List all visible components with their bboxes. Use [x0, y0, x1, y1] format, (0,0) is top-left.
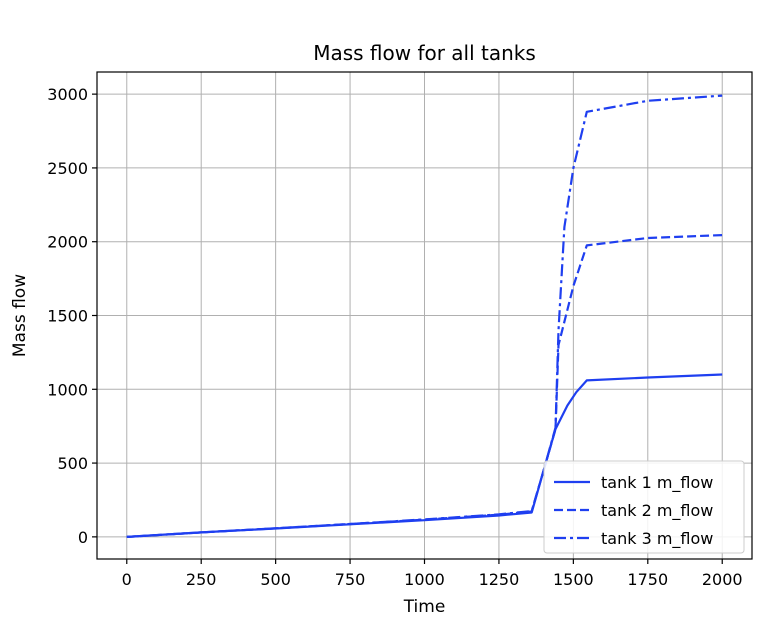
legend-box: [543, 460, 745, 554]
y-tick-label: 500: [57, 454, 88, 473]
y-tick-label: 3000: [47, 85, 88, 104]
x-tick-label: 500: [260, 570, 291, 589]
y-tick-label: 1500: [47, 307, 88, 326]
x-tick-label: 1500: [553, 570, 594, 589]
y-tick-label: 2500: [47, 159, 88, 178]
x-tick-label: 2000: [702, 570, 743, 589]
x-tick-label: 250: [186, 570, 217, 589]
x-axis-label: Time: [403, 597, 446, 617]
x-tick-label: 750: [335, 570, 366, 589]
y-tick-label: 2000: [47, 233, 88, 252]
grid-lines: [97, 72, 752, 559]
axis-ticks: 0 250 500 750 1000 1250 1500 1750 2000 0 500 1000 15…: [47, 85, 742, 589]
legend-label-tank-3: tank 3 m_flow: [601, 529, 713, 549]
y-tick-label: 1000: [47, 380, 88, 399]
chart-title: Mass flow for all tanks: [313, 41, 536, 65]
y-tick-label: 0: [78, 528, 88, 547]
y-axis-label: Mass flow: [10, 274, 30, 357]
x-tick-label: 0: [122, 570, 132, 589]
x-tick-label: 1000: [404, 570, 445, 589]
x-tick-label: 1250: [479, 570, 520, 589]
legend-label-tank-2: tank 2 m_flow: [601, 501, 713, 521]
legend-label-tank-1: tank 1 m_flow: [601, 473, 713, 493]
x-tick-label: 1750: [627, 570, 668, 589]
